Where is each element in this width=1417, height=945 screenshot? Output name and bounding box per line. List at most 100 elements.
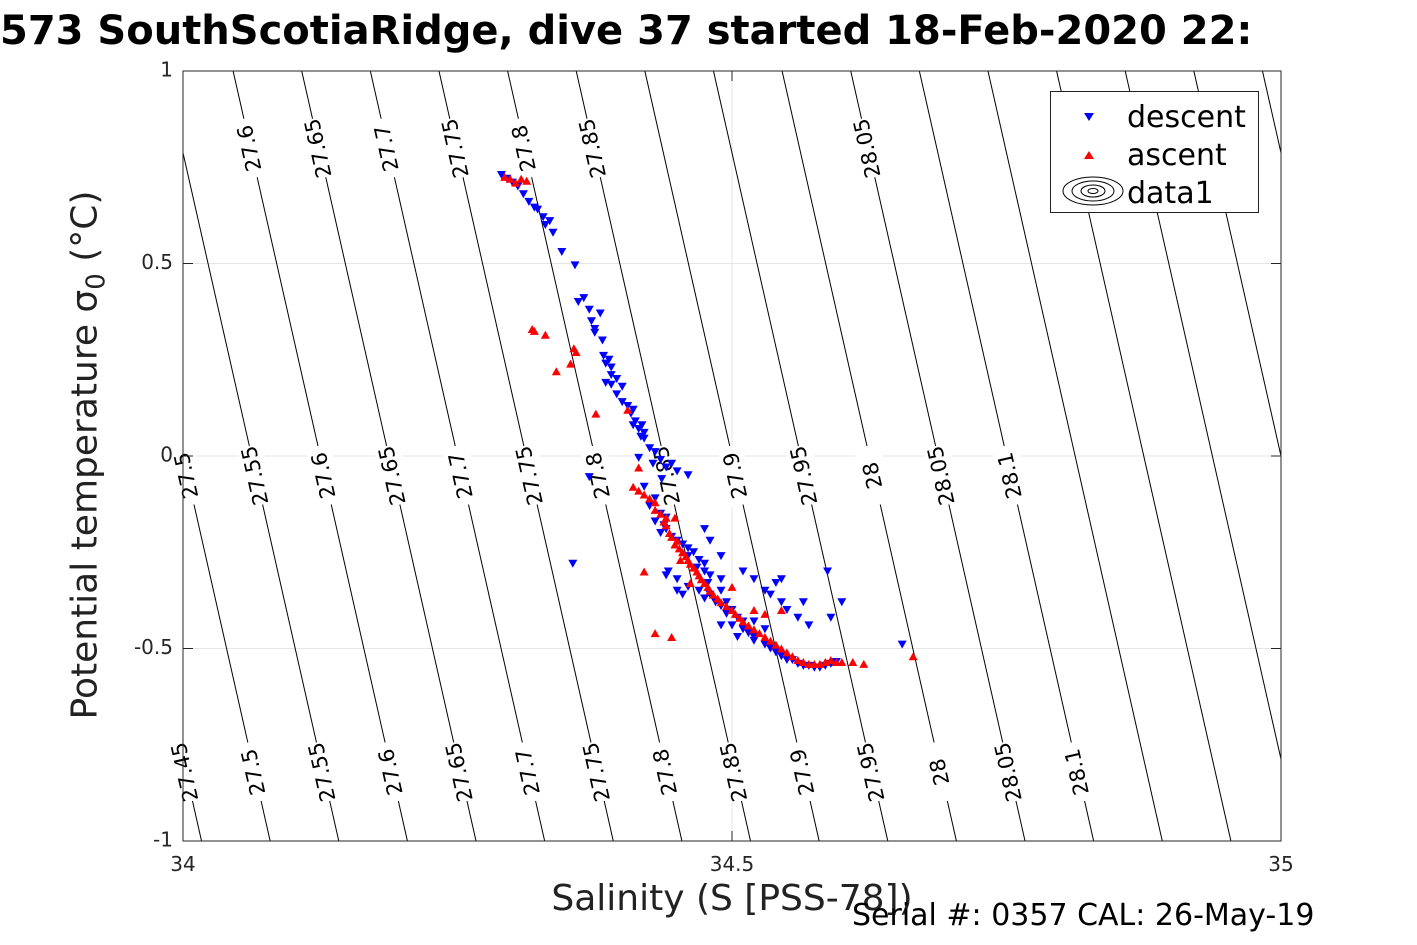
descent-point <box>760 586 770 595</box>
ascent-point <box>656 509 666 518</box>
ascent-point <box>782 648 792 657</box>
ascent-point <box>670 513 680 522</box>
axis-ticks: 34 34.5 35 -1 -0.5 0 0.5 1 <box>134 58 1294 877</box>
descent-point <box>667 459 677 468</box>
descent-point <box>837 598 847 607</box>
descent-point <box>694 555 704 564</box>
descent-point <box>798 598 808 607</box>
ascent-point <box>743 621 753 630</box>
descent-point <box>570 261 580 270</box>
ascent-point <box>675 555 685 564</box>
ascent-point <box>787 652 797 661</box>
descent-point <box>584 473 594 482</box>
x-axis-label: Salinity (S [PSS-78]) <box>551 878 913 919</box>
ascent-point <box>650 629 660 638</box>
descent-point <box>793 613 803 622</box>
descent-point <box>533 205 543 214</box>
descent-point <box>496 170 506 179</box>
y-tick-label: -1 <box>153 828 173 852</box>
descent-point <box>749 636 759 645</box>
descent-point <box>771 579 781 588</box>
ascent-point <box>566 359 576 368</box>
descent-point <box>826 613 836 622</box>
descent-point <box>727 621 737 630</box>
ascent-point <box>511 178 521 187</box>
descent-point <box>694 586 704 595</box>
descent-point <box>705 536 715 545</box>
ascent-point <box>771 640 781 649</box>
descent-point <box>628 421 638 430</box>
ascent-point <box>628 482 638 491</box>
descent-point <box>765 590 775 599</box>
ascent-point <box>551 367 561 376</box>
contour-label: 28 <box>925 756 954 787</box>
descent-point <box>612 390 622 399</box>
ascent-point <box>623 405 633 414</box>
x-tick-label: 34 <box>170 852 195 876</box>
ascent-point <box>634 463 644 472</box>
contour-label-bg <box>509 739 549 804</box>
ascent-point <box>749 606 759 614</box>
descent-point <box>700 559 710 568</box>
contour-label-bg <box>715 739 755 804</box>
descent-point <box>672 575 682 584</box>
descent-point <box>672 586 682 595</box>
descent-point <box>590 328 600 337</box>
contour-label-bg <box>166 739 206 804</box>
descent-point <box>557 247 567 256</box>
descent-point <box>672 467 682 476</box>
descent-point <box>683 471 693 480</box>
ascent-point <box>529 326 539 335</box>
ascent-point <box>754 629 764 638</box>
descent-point <box>538 213 548 222</box>
ascent-point <box>685 579 695 588</box>
contour-label-bg <box>852 739 892 804</box>
descent-point <box>776 575 786 584</box>
ascent-point <box>650 505 660 514</box>
descent-point <box>716 552 726 561</box>
y-tick-label: 0.5 <box>141 250 173 274</box>
ascent-point <box>667 632 677 641</box>
descent-point <box>716 586 726 595</box>
descent-point <box>661 463 671 472</box>
x-tick-label: 34.5 <box>710 852 755 876</box>
contour-label-bg <box>442 443 482 508</box>
ascent-point <box>571 348 581 357</box>
y-tick-label: -0.5 <box>134 635 173 659</box>
ascent-point <box>667 532 677 541</box>
descent-point <box>716 575 726 584</box>
legend-label-ascent: ascent <box>1127 138 1227 173</box>
contour-label-bg <box>303 739 343 804</box>
descent-point <box>599 351 609 360</box>
y-axis-label-sub: 0 <box>81 273 112 290</box>
contour-label-bg <box>299 115 339 181</box>
ascent-point <box>749 625 759 634</box>
ascent-point <box>500 172 510 181</box>
ascent-point <box>639 567 649 576</box>
ascent-point <box>634 486 644 495</box>
contour-swatch-icon <box>1062 176 1124 206</box>
descent-point <box>645 444 655 453</box>
descent-point <box>606 363 616 372</box>
ascent-point <box>661 521 671 530</box>
contour-label-bg <box>372 739 412 804</box>
descent-point <box>678 590 688 599</box>
descent-marker-icon <box>1084 113 1094 121</box>
descent-point <box>617 382 627 391</box>
descent-point <box>700 594 710 603</box>
descent-point <box>705 571 715 580</box>
contour-label-bg <box>991 443 1031 508</box>
y-tick-label: 1 <box>160 58 173 82</box>
descent-point <box>661 571 671 580</box>
descent-point <box>683 544 693 553</box>
descent-point <box>573 298 583 306</box>
descent-point <box>657 475 667 484</box>
ascent-point <box>516 174 526 183</box>
ascent-point <box>848 657 858 666</box>
contour-label-bg <box>579 443 619 508</box>
ascent-point <box>908 652 918 661</box>
ascent-point <box>670 540 680 549</box>
ascent-point <box>826 656 836 665</box>
descent-point <box>749 575 759 584</box>
